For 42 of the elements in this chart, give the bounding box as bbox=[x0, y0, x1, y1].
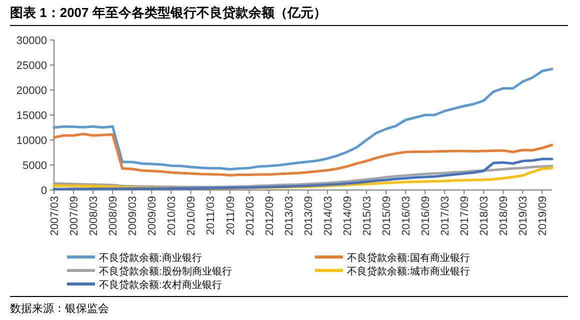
y-tick-label: 25000 bbox=[16, 60, 47, 72]
legend-label: 不良贷款余额:国有商业银行 bbox=[347, 252, 470, 264]
x-tick-label: 2010/09 bbox=[186, 196, 198, 236]
x-tick-label: 2018/09 bbox=[498, 196, 510, 236]
line-series bbox=[52, 132, 554, 176]
x-tick-label: 2019/09 bbox=[537, 196, 550, 236]
x-tick-label: 2014/03 bbox=[322, 196, 334, 236]
x-tick-label: 2007/09 bbox=[68, 196, 81, 236]
x-tick-label: 2019/03 bbox=[518, 196, 530, 236]
x-tick-label: 2008/09 bbox=[108, 196, 120, 236]
x-tick-label: 2016/03 bbox=[400, 196, 413, 236]
source-note: 数据来源：银保监会 bbox=[10, 302, 109, 315]
x-tick-label: 2015/09 bbox=[381, 196, 393, 236]
x-tick-label: 2008/03 bbox=[88, 196, 100, 236]
x-tick-label: 2015/03 bbox=[361, 196, 374, 236]
x-tick-label: 2011/09 bbox=[224, 196, 237, 235]
y-tick-label: 20000 bbox=[16, 85, 47, 97]
y-tick-label: 10000 bbox=[16, 135, 47, 147]
x-tick-label: 2017/09 bbox=[459, 196, 472, 236]
x-tick-label: 2017/03 bbox=[440, 196, 452, 236]
y-tick-label: 15000 bbox=[16, 110, 47, 122]
x-tick-label: 2009/03 bbox=[127, 196, 140, 236]
x-tick-label: 2010/03 bbox=[166, 196, 178, 236]
x-tick-label: 2018/03 bbox=[478, 196, 491, 236]
chart-title: 图表 1：2007 年至今各类型银行不良贷款余额（亿元） bbox=[10, 5, 326, 20]
legend-label: 不良贷款余额:商业银行 bbox=[99, 252, 202, 264]
x-tick-label: 2013/09 bbox=[302, 196, 315, 236]
y-tick-label: 30000 bbox=[16, 35, 47, 47]
x-tick-label: 2009/09 bbox=[146, 196, 159, 236]
x-tick-label: 2012/09 bbox=[264, 196, 276, 236]
x-tick-label: 2007/03 bbox=[49, 196, 61, 236]
x-tick-label: 2013/03 bbox=[283, 196, 296, 236]
legend-label: 不良贷款余额:城市商业银行 bbox=[347, 266, 470, 278]
x-tick-label: 2014/09 bbox=[342, 196, 354, 236]
x-tick-label: 2016/09 bbox=[420, 196, 432, 236]
x-tick-label: 2012/03 bbox=[244, 196, 256, 236]
y-tick-label: 0 bbox=[40, 185, 47, 197]
x-tick-label: 2011/03 bbox=[205, 196, 218, 235]
legend-label: 不良贷款余额:农村商业银行 bbox=[99, 279, 222, 291]
line-series bbox=[52, 68, 554, 170]
legend-label: 不良贷款余额:股份制商业银行 bbox=[99, 266, 232, 278]
y-tick-label: 5000 bbox=[22, 160, 47, 172]
